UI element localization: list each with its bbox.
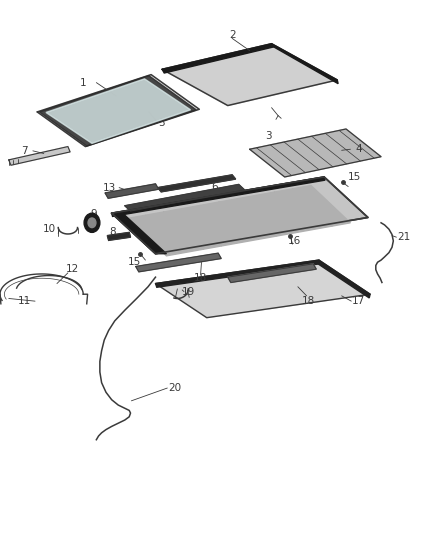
Polygon shape (112, 213, 166, 254)
Text: 9: 9 (91, 209, 98, 219)
Text: 3: 3 (158, 118, 165, 127)
Text: 18: 18 (194, 273, 207, 283)
Text: 11: 11 (18, 296, 31, 306)
Text: 13: 13 (103, 183, 116, 192)
Text: 10: 10 (43, 224, 56, 234)
Circle shape (84, 213, 100, 232)
Polygon shape (9, 147, 70, 165)
Text: 19: 19 (182, 287, 195, 296)
Text: 15: 15 (128, 257, 141, 267)
Polygon shape (105, 184, 159, 198)
Text: 20: 20 (169, 383, 182, 393)
Polygon shape (39, 76, 196, 146)
Text: 4: 4 (356, 144, 363, 154)
Polygon shape (162, 44, 274, 73)
Text: 21: 21 (397, 232, 410, 242)
Text: 12: 12 (66, 264, 79, 274)
Text: 2: 2 (229, 30, 236, 39)
Text: 7: 7 (21, 146, 28, 156)
Text: 18: 18 (302, 296, 315, 306)
Polygon shape (155, 260, 320, 287)
Polygon shape (155, 260, 370, 318)
Polygon shape (107, 232, 131, 240)
Circle shape (88, 218, 96, 228)
Polygon shape (250, 129, 381, 177)
Text: 5: 5 (178, 199, 185, 208)
Text: 8: 8 (110, 227, 117, 237)
Text: 6: 6 (211, 182, 218, 191)
Polygon shape (112, 177, 368, 254)
Polygon shape (162, 44, 337, 106)
Polygon shape (127, 185, 350, 256)
Text: 16: 16 (288, 236, 301, 246)
Polygon shape (158, 175, 236, 192)
Polygon shape (136, 253, 221, 272)
Text: 15: 15 (348, 172, 361, 182)
Polygon shape (37, 75, 199, 147)
Text: 17: 17 (352, 296, 365, 306)
Polygon shape (125, 184, 244, 211)
Polygon shape (112, 177, 325, 216)
Polygon shape (228, 264, 316, 282)
Text: 1: 1 (80, 78, 87, 87)
Polygon shape (272, 44, 338, 84)
Text: 3: 3 (265, 131, 272, 141)
Polygon shape (46, 79, 191, 143)
Polygon shape (318, 260, 370, 298)
